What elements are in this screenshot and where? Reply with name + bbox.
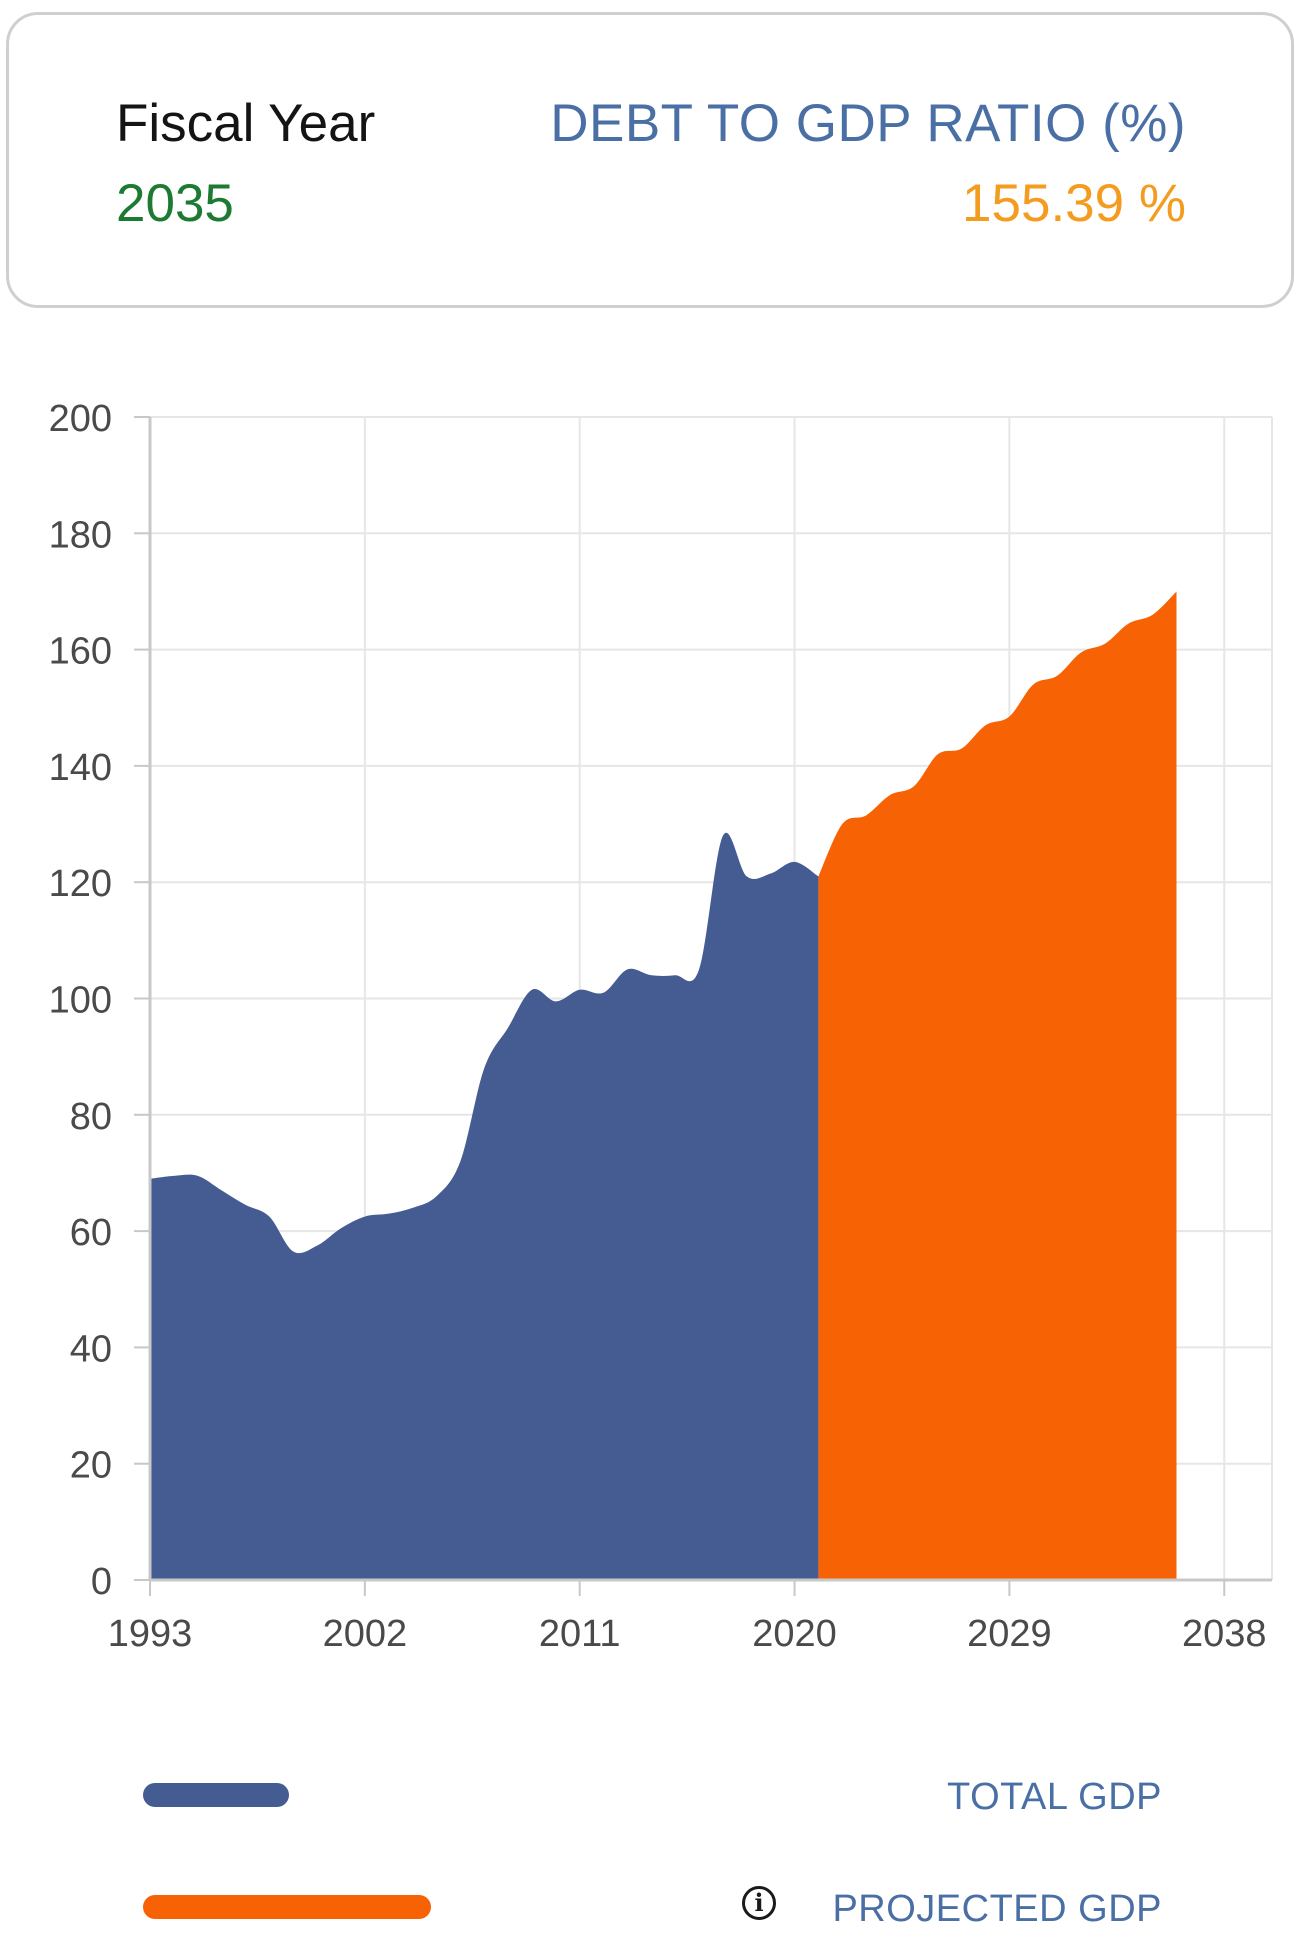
summary-card: Fiscal Year 2035 DEBT TO GDP RATIO (%) 1… xyxy=(6,12,1294,308)
y-tick-label: 80 xyxy=(70,1096,112,1138)
legend-label-total-gdp: TOTAL GDP xyxy=(947,1776,1162,1818)
y-tick-label: 100 xyxy=(49,980,112,1022)
debt-to-gdp-chart: 0 20 40 60 80 100 120 140 160 180 200 1993 2002 2011 2… xyxy=(49,398,1273,1650)
x-tick-label: 2038 xyxy=(1182,1613,1267,1650)
legend-item-total-gdp[interactable]: TOTAL GDP xyxy=(0,1766,1304,1826)
x-tick-label: 2011 xyxy=(539,1613,621,1650)
y-tick-label: 60 xyxy=(70,1212,112,1254)
fiscal-year-value: 2035 xyxy=(116,174,234,233)
y-tick-label: 40 xyxy=(70,1328,112,1370)
x-tick-label: 2020 xyxy=(752,1613,837,1650)
chart-axes: 0 20 40 60 80 100 120 140 160 180 200 1993 2002 2011 2… xyxy=(49,398,1272,1650)
x-tick-label: 2002 xyxy=(323,1613,408,1650)
y-tick-label: 120 xyxy=(49,863,112,905)
debt-ratio-label: DEBT TO GDP RATIO (%) xyxy=(550,94,1186,153)
y-tick-label: 20 xyxy=(70,1445,112,1487)
legend-item-projected-gdp[interactable]: i PROJECTED GDP xyxy=(0,1878,1304,1938)
y-tick-label: 0 xyxy=(91,1561,112,1603)
x-tick-label: 1993 xyxy=(108,1613,193,1650)
fiscal-year-label: Fiscal Year xyxy=(116,94,376,153)
debt-ratio-value: 155.39 % xyxy=(962,174,1186,233)
y-tick-label: 160 xyxy=(49,631,112,673)
legend-label-projected-gdp: PROJECTED GDP xyxy=(832,1888,1162,1930)
y-tick-label: 200 xyxy=(49,398,112,440)
info-icon[interactable]: i xyxy=(742,1886,776,1920)
area-series-projected-gdp xyxy=(818,591,1177,1580)
area-series-total-gdp xyxy=(150,832,819,1580)
x-tick-label: 2029 xyxy=(967,1613,1052,1650)
chart-areas xyxy=(150,591,1177,1580)
legend-swatch-projected-gdp xyxy=(143,1895,431,1919)
legend-swatch-total-gdp xyxy=(143,1783,289,1807)
y-tick-label: 140 xyxy=(49,747,112,789)
y-tick-label: 180 xyxy=(49,514,112,556)
